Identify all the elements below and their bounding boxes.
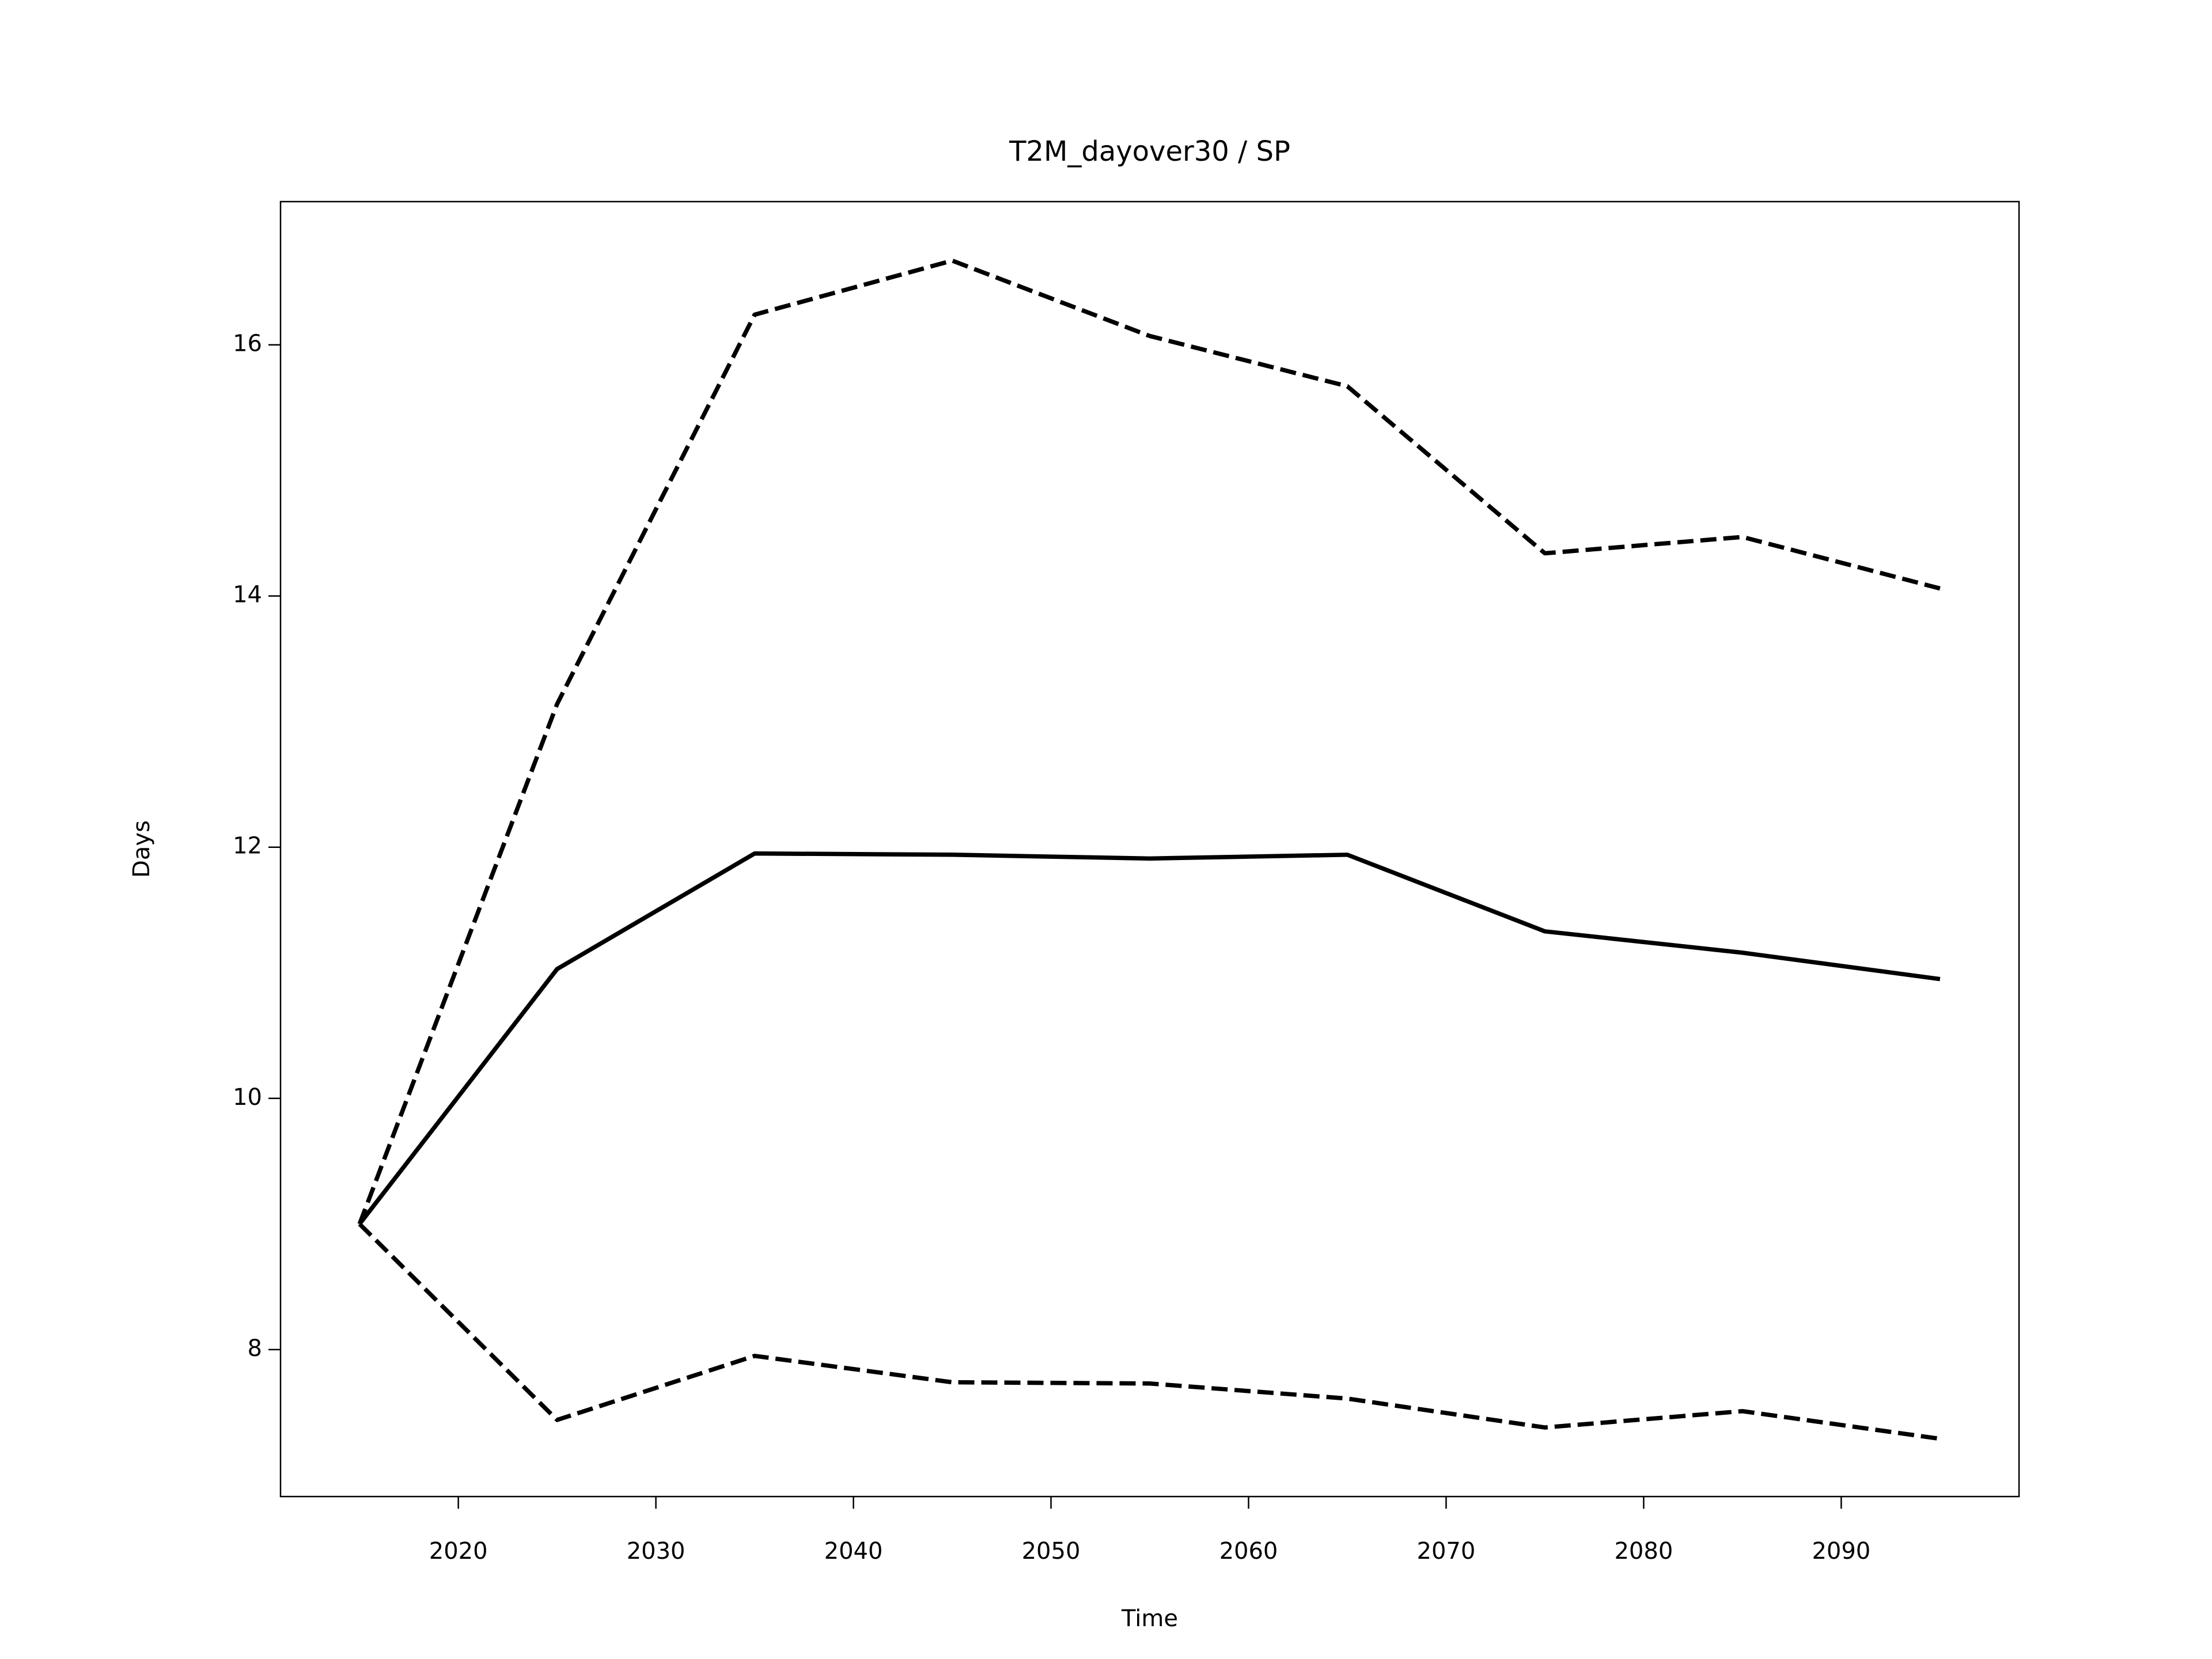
x-tick-label: 2050 bbox=[1022, 1538, 1081, 1565]
y-tick-label: 12 bbox=[233, 833, 262, 859]
y-tick-label: 8 bbox=[248, 1335, 262, 1362]
x-axis-label: Time bbox=[1121, 1605, 1178, 1632]
data-line bbox=[357, 258, 1941, 1225]
x-tick-label: 2070 bbox=[1417, 1538, 1476, 1565]
data-line bbox=[358, 851, 1941, 1226]
y-tick-label: 10 bbox=[233, 1084, 262, 1111]
data-line bbox=[358, 1222, 1941, 1441]
x-tick-label: 2020 bbox=[429, 1538, 488, 1565]
y-axis-label: Days bbox=[128, 820, 155, 878]
y-tick-label: 16 bbox=[233, 331, 262, 357]
plot-frame bbox=[279, 200, 2020, 1498]
x-tick-label: 2080 bbox=[1614, 1538, 1673, 1565]
x-tick-label: 2030 bbox=[627, 1538, 685, 1565]
x-tick-label: 2040 bbox=[824, 1538, 883, 1565]
x-tick-label: 2090 bbox=[1812, 1538, 1870, 1565]
y-tick-label: 14 bbox=[233, 582, 262, 608]
x-tick-label: 2060 bbox=[1219, 1538, 1278, 1565]
chart-title: T2M_dayover30 / SP bbox=[1009, 135, 1290, 168]
